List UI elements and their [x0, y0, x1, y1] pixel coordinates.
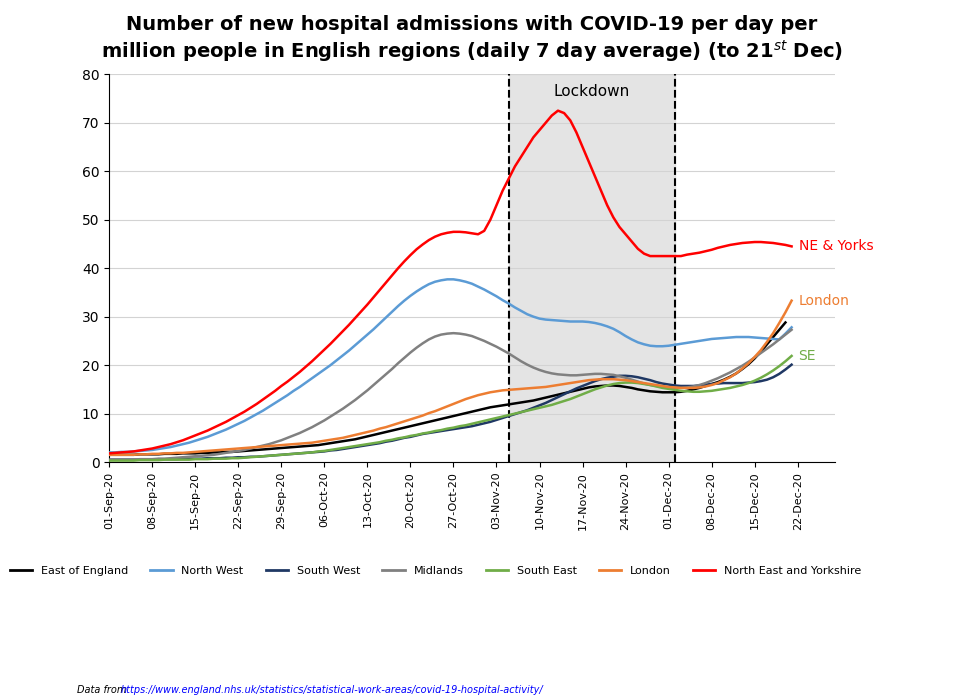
Text: https://www.england.nhs.uk/statistics/statistical-work-areas/covid-19-hospital-a: https://www.england.nhs.uk/statistics/st…	[120, 685, 543, 695]
Text: Data from: Data from	[77, 685, 129, 695]
Text: SE: SE	[798, 349, 817, 363]
Bar	[509, 74, 675, 462]
Text: NE & Yorks: NE & Yorks	[798, 239, 873, 253]
Text: London: London	[798, 294, 849, 308]
Legend: East of England, North West, South West, Midlands, South East, London, North Eas: East of England, North West, South West,…	[5, 561, 866, 580]
Text: Lockdown: Lockdown	[553, 84, 629, 99]
Title: Number of new hospital admissions with COVID-19 per day per
million people in En: Number of new hospital admissions with C…	[101, 15, 843, 64]
